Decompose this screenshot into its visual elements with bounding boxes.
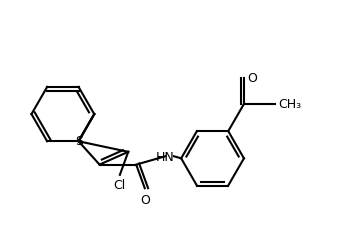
Text: CH₃: CH₃ (279, 98, 301, 111)
Text: Cl: Cl (114, 178, 126, 191)
Text: O: O (247, 72, 257, 85)
Text: S: S (76, 134, 84, 147)
Text: HN: HN (156, 150, 175, 163)
Text: O: O (140, 194, 150, 207)
